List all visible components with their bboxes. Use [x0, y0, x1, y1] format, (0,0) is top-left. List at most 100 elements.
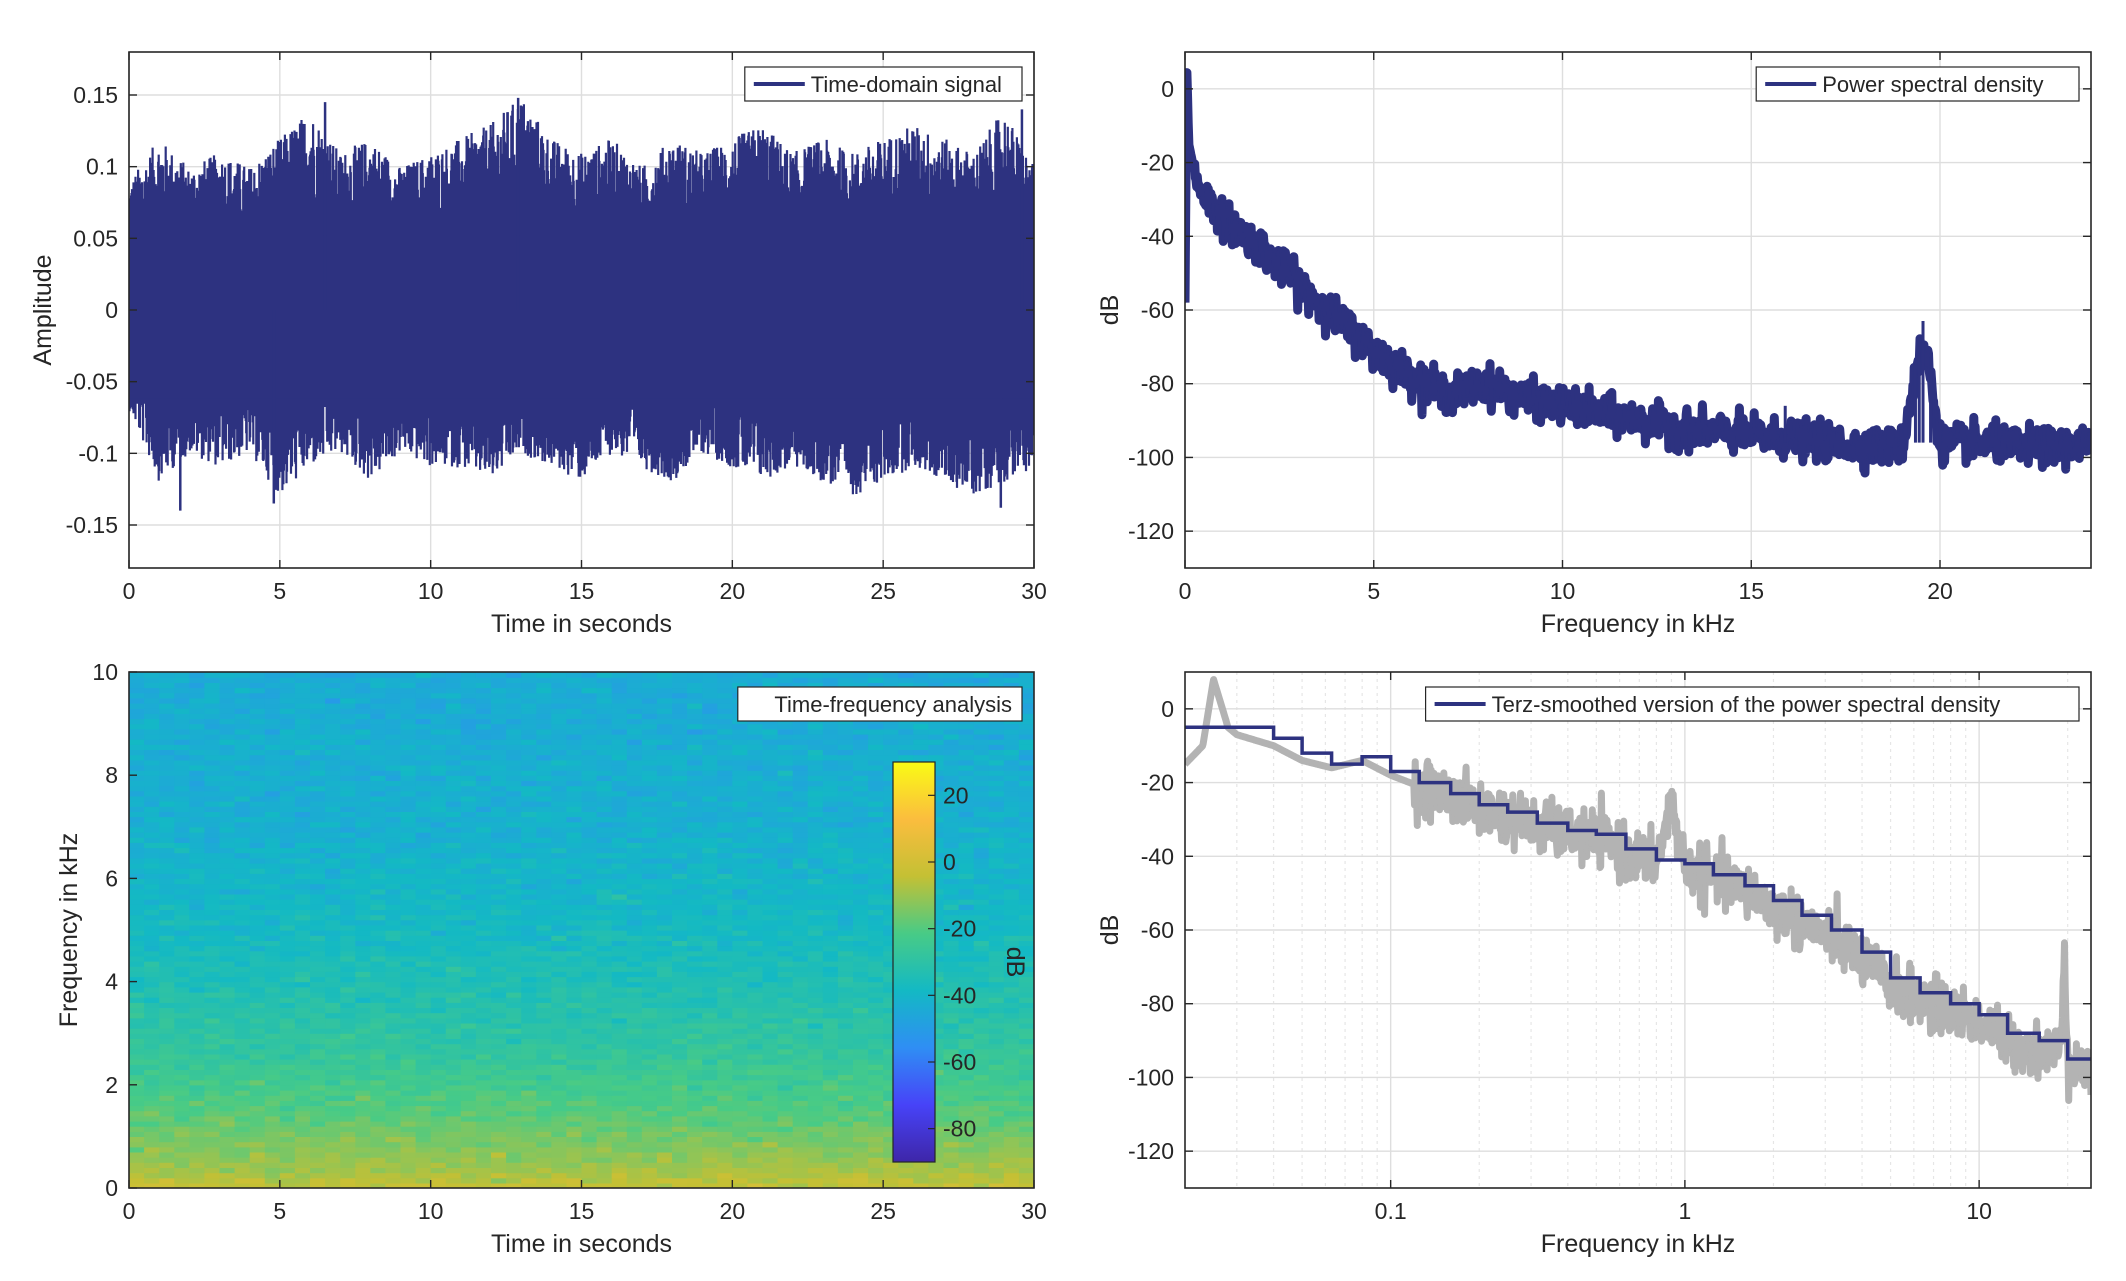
heatmap-cell: [687, 1167, 703, 1173]
heatmap-cell: [265, 971, 281, 977]
heatmap-cell: [853, 1116, 869, 1122]
heatmap-cell: [944, 842, 960, 848]
heatmap-cell: [265, 1075, 281, 1081]
heatmap-cell: [476, 791, 492, 797]
heatmap-cell: [853, 837, 869, 843]
heatmap-cell: [280, 940, 296, 946]
heatmap-cell: [431, 878, 447, 884]
heatmap-cell: [778, 971, 794, 977]
heatmap-cell: [944, 1080, 960, 1086]
heatmap-cell: [355, 822, 371, 828]
heatmap-cell: [280, 806, 296, 812]
heatmap-cell: [355, 1126, 371, 1132]
heatmap-cell: [340, 1064, 356, 1070]
heatmap-cell: [416, 1121, 432, 1127]
heatmap-cell: [235, 1157, 251, 1163]
heatmap-cell: [159, 1080, 175, 1086]
heatmap-cell: [325, 1028, 341, 1034]
heatmap-cell: [220, 822, 236, 828]
heatmap-cell: [174, 868, 190, 874]
heatmap-cell: [732, 925, 748, 931]
heatmap-cell: [220, 863, 236, 869]
heatmap-cell: [597, 1049, 613, 1055]
heatmap-cell: [687, 1002, 703, 1008]
heatmap-cell: [189, 1121, 205, 1127]
heatmap-cell: [763, 1002, 779, 1008]
heatmap-cell: [687, 811, 703, 817]
heatmap-cell: [280, 904, 296, 910]
heatmap-cell: [747, 853, 763, 859]
heatmap-cell: [823, 1111, 839, 1117]
heatmap-cell: [416, 806, 432, 812]
heatmap-cell: [265, 878, 281, 884]
heatmap-cell: [823, 1173, 839, 1179]
heatmap-cell: [295, 1147, 311, 1153]
heatmap-cell: [174, 1064, 190, 1070]
heatmap-cell: [250, 899, 266, 905]
heatmap-cell: [642, 853, 658, 859]
heatmap-cell: [250, 992, 266, 998]
heatmap-cell: [431, 971, 447, 977]
heatmap-cell: [280, 796, 296, 802]
heatmap-cell: [144, 1075, 160, 1081]
heatmap-cell: [627, 780, 643, 786]
heatmap-cell: [280, 925, 296, 931]
heatmap-cell: [220, 946, 236, 952]
heatmap-cell: [144, 961, 160, 967]
heatmap-cell: [325, 817, 341, 823]
heatmap-cell: [702, 1085, 718, 1091]
heatmap-cell: [582, 909, 598, 915]
heatmap-cell: [959, 946, 975, 952]
heatmap-cell: [582, 920, 598, 926]
heatmap-cell: [144, 1136, 160, 1142]
heatmap-cell: [265, 894, 281, 900]
heatmap-cell: [431, 1049, 447, 1055]
heatmap-cell: [672, 961, 688, 967]
heatmap-cell: [944, 1173, 960, 1179]
heatmap-cell: [446, 822, 462, 828]
heatmap-cell: [732, 1028, 748, 1034]
heatmap-cell: [189, 935, 205, 941]
heatmap-cell: [838, 1126, 854, 1132]
heatmap-cell: [551, 853, 567, 859]
heatmap-cell: [235, 1136, 251, 1142]
heatmap-cell: [612, 930, 628, 936]
heatmap-cell: [536, 806, 552, 812]
y-tick-label: 0.05: [73, 225, 118, 251]
heatmap-cell: [506, 1105, 522, 1111]
heatmap-cell: [627, 1013, 643, 1019]
heatmap-cell: [416, 832, 432, 838]
heatmap-cell: [476, 1105, 492, 1111]
heatmap-cell: [370, 847, 386, 853]
heatmap-cell: [732, 1162, 748, 1168]
heatmap-cell: [582, 925, 598, 931]
heatmap-cell: [732, 1178, 748, 1184]
heatmap-cell: [612, 827, 628, 833]
heatmap-cell: [506, 884, 522, 890]
heatmap-cell: [385, 832, 401, 838]
heatmap-cell: [310, 987, 326, 993]
heatmap-cell: [521, 1111, 537, 1117]
heatmap-cell: [582, 899, 598, 905]
heatmap-cell: [838, 1080, 854, 1086]
heatmap-cell: [144, 1100, 160, 1106]
heatmap-cell: [491, 956, 507, 962]
heatmap-cell: [868, 997, 884, 1003]
heatmap-cell: [521, 775, 537, 781]
heatmap-cell: [506, 868, 522, 874]
heatmap-cell: [536, 837, 552, 843]
heatmap-cell: [778, 966, 794, 972]
heatmap-cell: [204, 997, 220, 1003]
heatmap-cell: [702, 1147, 718, 1153]
heatmap-cell: [159, 1085, 175, 1091]
heatmap-cell: [1019, 1049, 1035, 1055]
heatmap-cell: [220, 775, 236, 781]
heatmap-cell: [566, 1018, 582, 1024]
heatmap-cell: [506, 1116, 522, 1122]
heatmap-cell: [235, 925, 251, 931]
heatmap-cell: [672, 878, 688, 884]
heatmap-cell: [989, 827, 1005, 833]
heatmap-cell: [220, 1136, 236, 1142]
heatmap-cell: [401, 1173, 417, 1179]
heatmap-cell: [823, 786, 839, 792]
